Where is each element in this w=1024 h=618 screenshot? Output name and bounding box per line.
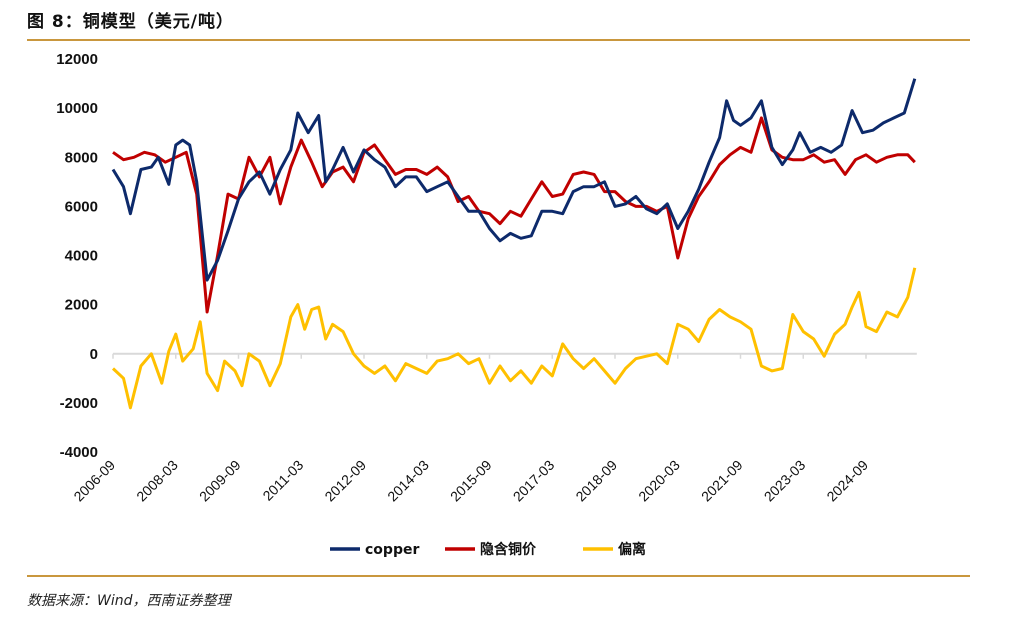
y-tick-label: 6000 bbox=[65, 198, 98, 215]
series-line-implied-price bbox=[112, 116, 916, 314]
x-tick-label: 2012-09 bbox=[321, 457, 369, 505]
y-tick-label: 12000 bbox=[56, 51, 98, 68]
bottom-rule bbox=[27, 575, 970, 577]
legend-label: copper bbox=[365, 542, 419, 558]
figure-title: 图 8：铜模型（美元/吨） bbox=[27, 12, 234, 32]
legend-label: 隐含铜价 bbox=[480, 541, 537, 558]
y-tick-label: 8000 bbox=[65, 149, 98, 166]
x-tick-label: 2018-09 bbox=[572, 457, 620, 505]
series-line-copper bbox=[111, 78, 917, 282]
x-tick-label: 2006-09 bbox=[70, 457, 118, 505]
x-tick-label: 2017-03 bbox=[510, 457, 558, 505]
x-tick-label: 2015-09 bbox=[447, 457, 495, 505]
y-tick-label: 4000 bbox=[65, 248, 98, 265]
x-tick-label: 2020-03 bbox=[635, 457, 683, 505]
x-tick-label: 2008-03 bbox=[133, 457, 181, 505]
y-tick-label: 10000 bbox=[56, 100, 98, 117]
y-tick-label: -2000 bbox=[60, 395, 98, 412]
x-tick-label: 2023-03 bbox=[761, 457, 809, 505]
series-line-deviation bbox=[111, 267, 917, 410]
x-tick-label: 2011-03 bbox=[259, 457, 306, 504]
x-tick-label: 2024-09 bbox=[823, 457, 871, 505]
source-note: 数据来源：Wind，西南证券整理 bbox=[27, 593, 231, 609]
top-rule bbox=[27, 39, 970, 41]
legend-label: 偏离 bbox=[618, 541, 646, 558]
x-tick-label: 2021-09 bbox=[698, 457, 746, 505]
x-tick-label: 2014-03 bbox=[384, 457, 432, 505]
y-tick-label: -4000 bbox=[60, 444, 98, 461]
x-tick-label: 2009-09 bbox=[196, 457, 244, 505]
y-tick-label: 2000 bbox=[65, 297, 98, 314]
y-tick-label: 0 bbox=[90, 346, 98, 363]
